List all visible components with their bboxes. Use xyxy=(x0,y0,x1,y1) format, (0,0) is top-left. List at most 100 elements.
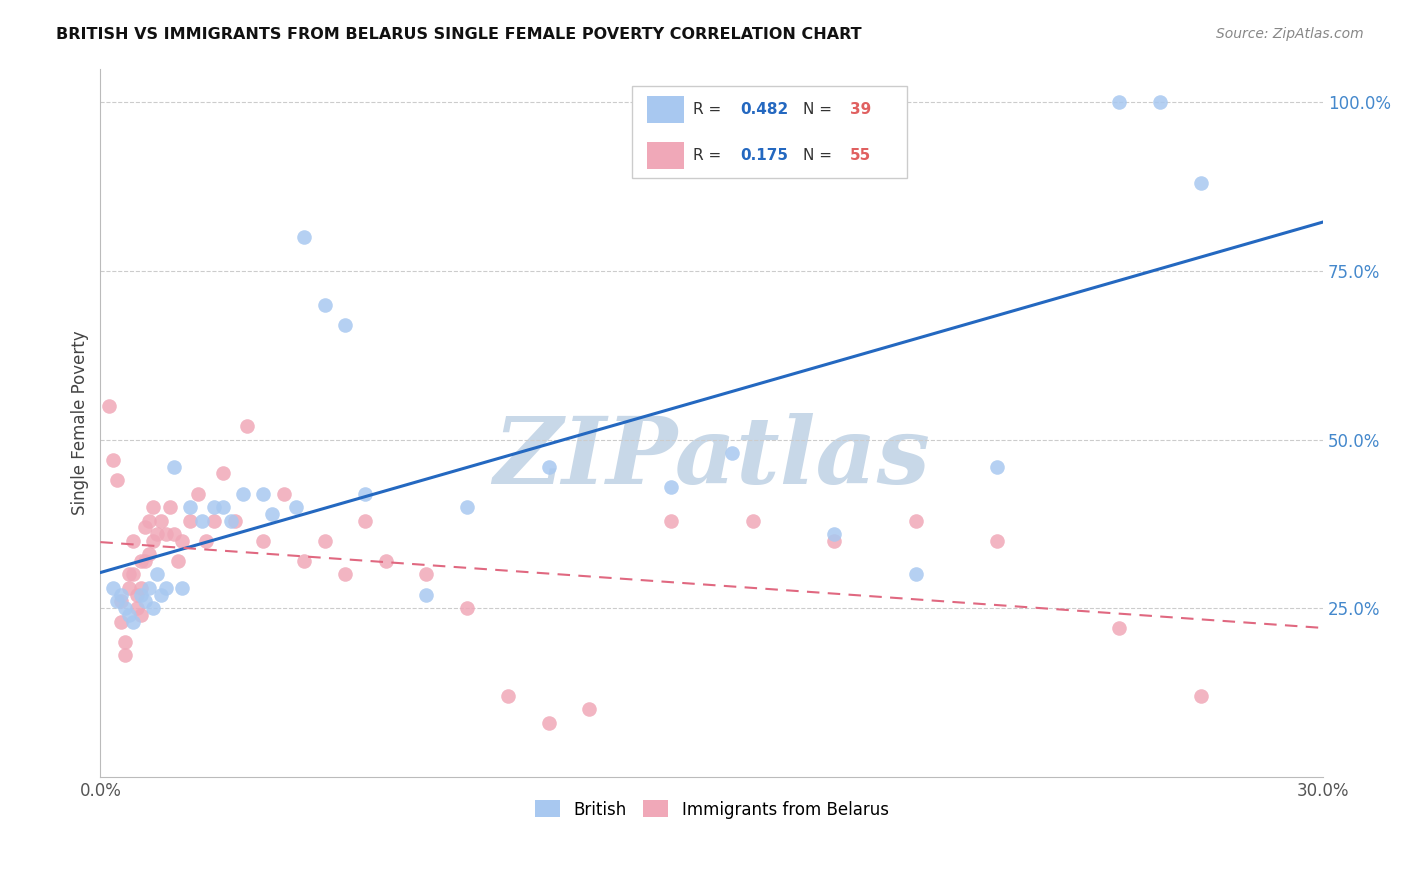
Point xyxy=(314,298,336,312)
Point xyxy=(823,527,845,541)
Point xyxy=(537,715,560,730)
Point xyxy=(101,581,124,595)
Text: 0.175: 0.175 xyxy=(740,148,787,163)
Point xyxy=(1149,95,1171,110)
Point xyxy=(118,567,141,582)
Point xyxy=(236,419,259,434)
Point xyxy=(204,514,226,528)
Point xyxy=(659,514,682,528)
Point xyxy=(166,554,188,568)
FancyBboxPatch shape xyxy=(647,95,683,123)
Point xyxy=(134,520,156,534)
Point xyxy=(125,588,148,602)
Point xyxy=(904,514,927,528)
Point xyxy=(114,648,136,663)
Text: N =: N = xyxy=(803,102,838,117)
Point xyxy=(114,601,136,615)
Point xyxy=(142,500,165,514)
Point xyxy=(252,533,274,548)
Point xyxy=(129,581,152,595)
Point xyxy=(118,581,141,595)
Point xyxy=(97,399,120,413)
Point xyxy=(333,318,356,332)
FancyBboxPatch shape xyxy=(647,142,683,169)
Point xyxy=(1189,689,1212,703)
Point xyxy=(721,446,744,460)
Point xyxy=(129,588,152,602)
Point xyxy=(110,588,132,602)
Point xyxy=(146,527,169,541)
Point xyxy=(114,635,136,649)
Text: BRITISH VS IMMIGRANTS FROM BELARUS SINGLE FEMALE POVERTY CORRELATION CHART: BRITISH VS IMMIGRANTS FROM BELARUS SINGL… xyxy=(56,27,862,42)
Point xyxy=(146,567,169,582)
Point xyxy=(578,702,600,716)
Point xyxy=(292,230,315,244)
Point xyxy=(273,486,295,500)
Point xyxy=(1189,176,1212,190)
Point xyxy=(537,459,560,474)
Text: N =: N = xyxy=(803,148,838,163)
Point xyxy=(659,480,682,494)
Point xyxy=(163,527,186,541)
Point xyxy=(219,514,242,528)
Point xyxy=(142,533,165,548)
Point xyxy=(179,514,201,528)
Point xyxy=(211,500,233,514)
FancyBboxPatch shape xyxy=(633,87,907,178)
Point xyxy=(986,459,1008,474)
Point xyxy=(179,500,201,514)
Point xyxy=(170,581,193,595)
Point xyxy=(456,601,478,615)
Point xyxy=(211,467,233,481)
Text: ZIPatlas: ZIPatlas xyxy=(494,413,931,503)
Text: 39: 39 xyxy=(849,102,872,117)
Point xyxy=(191,514,214,528)
Text: 0.482: 0.482 xyxy=(740,102,789,117)
Point xyxy=(1108,622,1130,636)
Point xyxy=(314,533,336,548)
Point xyxy=(1108,95,1130,110)
Point xyxy=(138,547,160,561)
Point xyxy=(415,588,437,602)
Point xyxy=(122,533,145,548)
Legend: British, Immigrants from Belarus: British, Immigrants from Belarus xyxy=(529,794,896,825)
Point xyxy=(187,486,209,500)
Text: R =: R = xyxy=(693,102,727,117)
Point xyxy=(170,533,193,548)
Point xyxy=(333,567,356,582)
Point xyxy=(292,554,315,568)
Point xyxy=(823,533,845,548)
Point xyxy=(150,588,173,602)
Point xyxy=(105,473,128,487)
Point xyxy=(129,607,152,622)
Point xyxy=(159,500,181,514)
Point xyxy=(496,689,519,703)
Point xyxy=(125,601,148,615)
Point xyxy=(252,486,274,500)
Point xyxy=(204,500,226,514)
Point xyxy=(110,615,132,629)
Text: Source: ZipAtlas.com: Source: ZipAtlas.com xyxy=(1216,27,1364,41)
Point xyxy=(195,533,218,548)
Point xyxy=(155,581,177,595)
Point xyxy=(134,554,156,568)
Point xyxy=(456,500,478,514)
Point xyxy=(101,452,124,467)
Point xyxy=(415,567,437,582)
Point xyxy=(142,601,165,615)
Point xyxy=(122,567,145,582)
Point xyxy=(138,514,160,528)
Point xyxy=(904,567,927,582)
Point xyxy=(163,459,186,474)
Point xyxy=(110,594,132,608)
Text: 55: 55 xyxy=(849,148,872,163)
Point xyxy=(260,507,283,521)
Point xyxy=(224,514,246,528)
Point xyxy=(122,615,145,629)
Text: R =: R = xyxy=(693,148,727,163)
Point xyxy=(986,533,1008,548)
Point xyxy=(374,554,396,568)
Point xyxy=(232,486,254,500)
Point xyxy=(285,500,308,514)
Point xyxy=(134,594,156,608)
